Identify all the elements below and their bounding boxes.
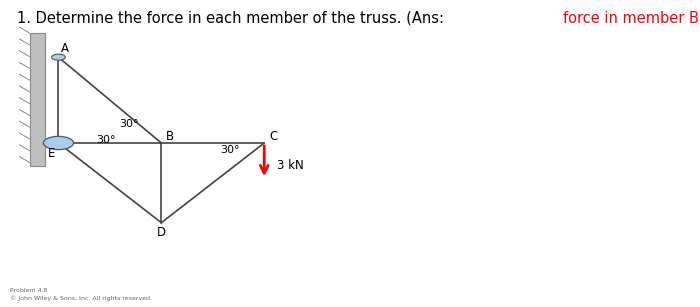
Text: A: A bbox=[62, 42, 69, 55]
Text: C: C bbox=[269, 130, 277, 143]
Text: 30°: 30° bbox=[96, 135, 116, 145]
Circle shape bbox=[52, 54, 65, 60]
Text: 30°: 30° bbox=[120, 119, 139, 129]
Text: 3 kN: 3 kN bbox=[276, 159, 303, 172]
Text: D: D bbox=[157, 226, 166, 239]
Text: 30°: 30° bbox=[220, 146, 239, 155]
Text: Problem 4.8
© John Wiley & Sons, Inc. All rights reserved.: Problem 4.8 © John Wiley & Sons, Inc. Al… bbox=[10, 288, 152, 301]
Bar bbox=[29, 33, 45, 165]
Text: force in member BE=5.2kN, C: force in member BE=5.2kN, C bbox=[563, 10, 700, 25]
Text: 1. Determine the force in each member of the truss. (Ans:: 1. Determine the force in each member of… bbox=[18, 10, 449, 25]
Text: B: B bbox=[165, 130, 174, 143]
Text: E: E bbox=[48, 147, 55, 160]
Circle shape bbox=[43, 136, 74, 150]
